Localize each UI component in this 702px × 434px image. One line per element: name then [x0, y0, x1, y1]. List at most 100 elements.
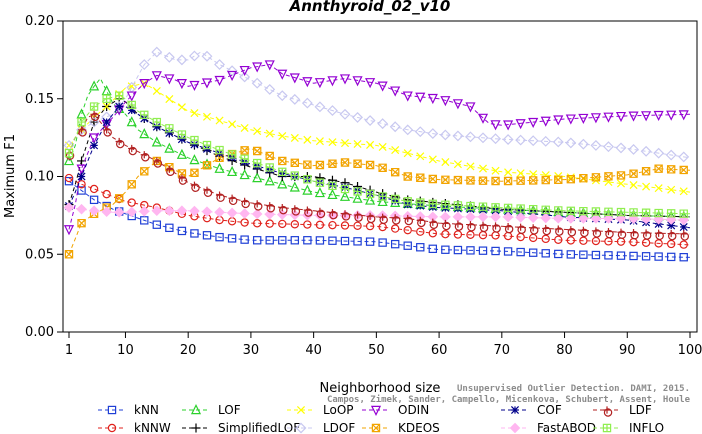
- series-point-knn: [140, 216, 149, 225]
- series-point-kdeos: [240, 146, 249, 155]
- series-point-loop: [504, 168, 513, 177]
- legend-item-knnw: kNNW: [98, 421, 171, 434]
- series-point-odin: [227, 70, 238, 82]
- series-point-kdeos: [64, 250, 74, 259]
- series-point-loop: [416, 152, 425, 161]
- series-point-inflo: [64, 148, 74, 158]
- series-point-lof: [365, 194, 376, 205]
- series-point-fastabod: [264, 208, 276, 220]
- series-point-ldof: [465, 131, 476, 143]
- series-point-inflo: [290, 171, 300, 180]
- series-point-ldf: [592, 227, 602, 238]
- series-point-inflo: [629, 208, 638, 217]
- series-point-inflo: [127, 100, 136, 110]
- series-point-knn: [265, 236, 274, 245]
- series-point-kdeos: [641, 167, 651, 176]
- series-point-ldof: [176, 54, 188, 66]
- series-point-odin: [390, 86, 401, 97]
- series-point-odin: [603, 112, 614, 123]
- series-point-inflo: [541, 205, 550, 214]
- series-point-loop: [278, 132, 287, 141]
- series-point-ldof: [189, 50, 200, 62]
- series-point-inflo: [416, 198, 425, 207]
- series-point-kdeos: [365, 160, 375, 170]
- series-point-inflo: [265, 163, 274, 172]
- series-point-inflo: [491, 203, 500, 212]
- series-point-knn: [252, 236, 262, 245]
- series-point-ldof: [565, 137, 577, 149]
- series-point-kdeos: [315, 160, 325, 170]
- series-point-knnw: [390, 224, 400, 233]
- series-point-lof: [89, 80, 100, 91]
- legend-swatch-marker: [107, 423, 117, 433]
- series-point-knn: [77, 186, 86, 195]
- series-point-ldof: [653, 147, 665, 159]
- series-point-cof: [679, 223, 688, 232]
- series-point-odin: [578, 113, 589, 124]
- series-point-knn: [416, 243, 425, 252]
- series-point-kdeos: [127, 180, 136, 189]
- series-point-knnw: [579, 236, 588, 245]
- series-point-ldf: [316, 207, 326, 219]
- series-point-knnw: [290, 220, 300, 229]
- chart-title: Annthyroid_02_v10: [289, 0, 451, 15]
- series-point-fastabod: [490, 211, 501, 223]
- series-point-kdeos: [403, 172, 412, 181]
- series-point-fastabod: [201, 206, 213, 217]
- series-point-inflo: [114, 91, 124, 100]
- series-point-knnw: [428, 229, 438, 238]
- series-point-ldf: [253, 200, 263, 211]
- series-point-loop: [215, 116, 224, 125]
- series-point-lof: [289, 181, 300, 192]
- series-point-knnw: [278, 219, 287, 229]
- series-point-ldf: [128, 144, 137, 156]
- series-point-odin: [477, 113, 489, 124]
- legend-label-ldf: LDF: [629, 403, 652, 417]
- series-point-ldof: [151, 46, 163, 58]
- y-tick-label: 0.00: [25, 325, 54, 340]
- series-point-loop: [303, 135, 312, 144]
- series-point-fastabod: [515, 212, 526, 223]
- series-point-lof: [101, 85, 112, 96]
- series-point-knn: [604, 251, 613, 260]
- series-point-fastabod: [276, 209, 288, 220]
- series-point-loop: [190, 109, 199, 118]
- series-point-lof: [227, 165, 238, 177]
- series-point-kdeos: [679, 165, 688, 175]
- series-point-fastabod: [552, 213, 564, 224]
- series-point-ldf: [454, 220, 464, 231]
- legend-item-odin: ODIN: [362, 403, 429, 417]
- series-point-loop: [441, 158, 450, 167]
- legend-item-ldf: LDF: [593, 403, 652, 417]
- series-point-kdeos: [604, 172, 613, 181]
- watermark-line-1: Unsupervised Outlier Detection. DAMI, 20…: [457, 383, 690, 394]
- series-point-ldof: [439, 129, 451, 141]
- series-point-knn: [190, 229, 199, 238]
- series-point-ldf: [479, 221, 489, 233]
- series-point-kdeos: [278, 156, 287, 166]
- series-point-ldof: [515, 134, 527, 146]
- series-point-fastabod: [239, 208, 250, 219]
- x-tick-label: 20: [180, 343, 197, 358]
- series-point-knn: [215, 232, 224, 242]
- series-point-ldof: [527, 135, 539, 147]
- x-tick-label: 70: [494, 343, 511, 358]
- series-point-ldf: [404, 214, 413, 226]
- series-point-ldf: [115, 137, 125, 149]
- series-point-odin: [264, 60, 275, 71]
- series-point-loop: [315, 137, 324, 146]
- series-point-odin: [528, 117, 539, 129]
- series-point-kdeos: [654, 164, 663, 173]
- series-point-ldof: [314, 101, 326, 113]
- legend-swatch-marker: [603, 406, 613, 417]
- series-point-cof: [152, 122, 161, 131]
- legend-label-inflo: INFLO: [629, 421, 664, 434]
- series-point-kdeos: [265, 151, 274, 161]
- series-point-fastabod: [189, 205, 200, 217]
- series-point-ldof: [301, 97, 313, 109]
- series-point-odin: [63, 225, 75, 236]
- series-point-ldf: [353, 211, 363, 222]
- series-point-cof: [90, 141, 99, 150]
- series-point-knnw: [666, 239, 676, 249]
